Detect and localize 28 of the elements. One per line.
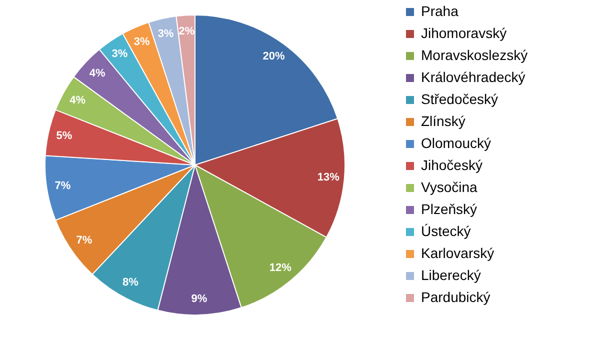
legend-label: Jihomoravský	[421, 25, 507, 41]
legend-label: Liberecký	[421, 267, 481, 283]
data-label: 8%	[122, 276, 139, 288]
data-label: 5%	[56, 130, 72, 142]
legend-label: Plzeňský	[421, 201, 478, 217]
legend-label: Pardubický	[421, 289, 490, 305]
legend-label: Zlínský	[421, 113, 466, 129]
data-label: 3%	[134, 36, 150, 48]
legend-label: Středočeský	[421, 91, 498, 107]
legend-label: Královéhradecký	[421, 69, 526, 85]
data-label: 9%	[191, 292, 208, 305]
data-label: 7%	[76, 234, 92, 246]
legend-label: Olomoucký	[421, 135, 492, 151]
legend-label: Ústecký	[421, 223, 471, 239]
data-label: 4%	[89, 67, 106, 80]
data-label: 2%	[178, 25, 195, 38]
data-label: 12%	[269, 262, 292, 274]
legend-label: Karlovarský	[421, 245, 494, 261]
legend-label: Moravskoslezský	[421, 47, 528, 63]
legend-label: Vysočina	[421, 179, 478, 195]
legend-label: Jihočeský	[421, 157, 482, 173]
data-label: 4%	[70, 94, 86, 106]
data-label: 7%	[54, 180, 71, 192]
data-label: 3%	[112, 48, 128, 60]
data-label: 20%	[262, 50, 285, 63]
data-label: 3%	[158, 28, 174, 40]
data-label: 13%	[317, 172, 340, 184]
legend-label: Praha	[421, 3, 459, 19]
